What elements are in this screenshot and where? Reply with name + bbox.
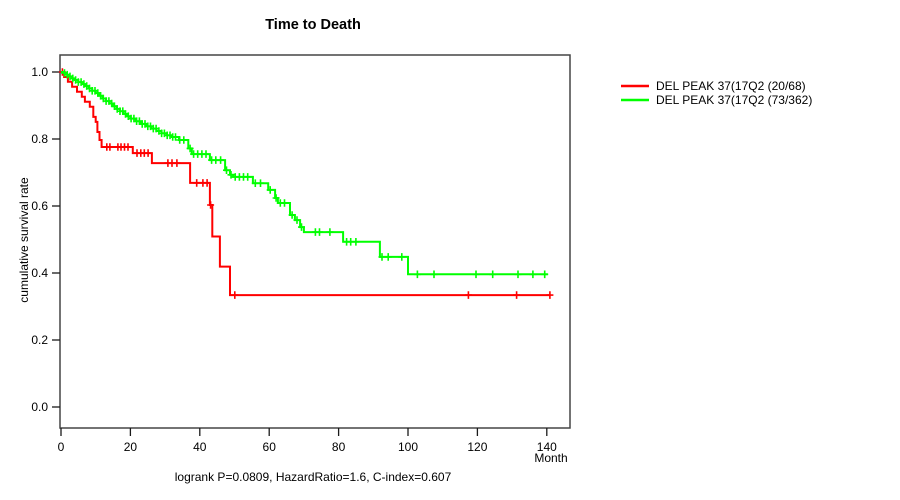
x-axis-ticks: 0 20 40 60 80 100 120 140 [58, 428, 557, 454]
y-axis-ticks: 0.0 0.2 0.4 0.6 0.8 1.0 [31, 65, 60, 414]
censor-marks-red [58, 68, 554, 299]
x-tick-label: 60 [263, 440, 277, 454]
y-axis-label: cumulative survival rate [17, 177, 31, 303]
survival-curves [58, 68, 554, 299]
x-tick-label: 20 [124, 440, 138, 454]
legend-label: DEL PEAK 37(17Q2 (20/68) [656, 79, 806, 93]
chart-title: Time to Death [265, 17, 361, 33]
y-tick-label: 0.4 [31, 266, 48, 280]
survival-curve-red [61, 71, 550, 297]
plot-box [59, 54, 571, 429]
x-tick-label: 140 [537, 440, 557, 454]
y-tick-label: 0.0 [31, 400, 48, 414]
legend-label: DEL PEAK 37(17Q2 (73/362) [656, 93, 812, 107]
censor-marks-green [61, 69, 549, 279]
y-tick-label: 0.6 [31, 199, 48, 213]
plot-border [59, 54, 571, 429]
x-axis-label: Month [534, 451, 568, 465]
y-tick-label: 1.0 [31, 65, 48, 79]
x-tick-label: 100 [398, 440, 418, 454]
x-tick-label: 0 [58, 440, 65, 454]
x-tick-label: 80 [332, 440, 346, 454]
y-tick-label: 0.8 [31, 132, 48, 146]
x-tick-label: 120 [467, 440, 487, 454]
x-tick-label: 40 [193, 440, 207, 454]
stats-annotation: logrank P=0.0809, HazardRatio=1.6, C-ind… [174, 470, 452, 484]
y-tick-label: 0.2 [31, 333, 48, 347]
survival-curve-green [61, 71, 548, 276]
legend: DEL PEAK 37(17Q2 (20/68)DEL PEAK 37(17Q2… [621, 79, 812, 107]
